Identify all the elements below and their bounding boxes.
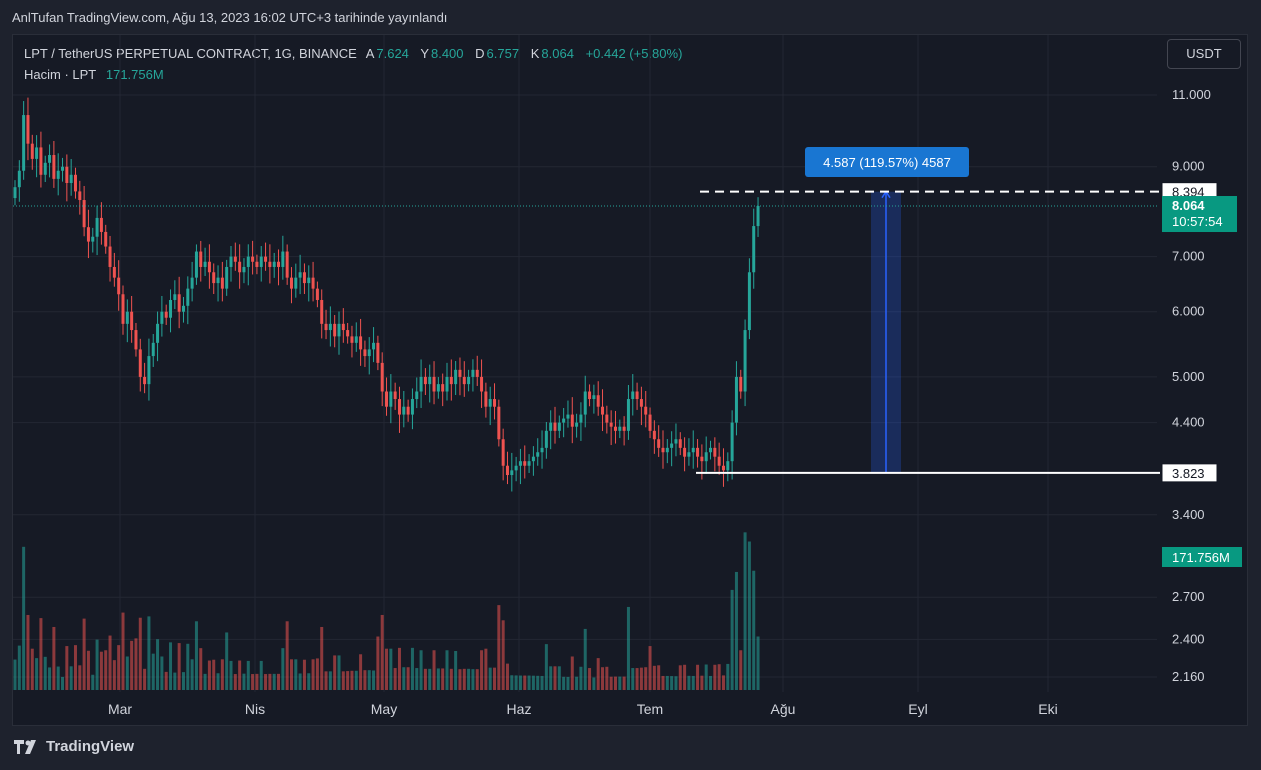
- low-value: 6.757: [486, 46, 520, 61]
- close-key: K: [530, 46, 540, 61]
- tradingview-logo[interactable]: TradingView: [14, 738, 134, 755]
- publish-caption: AnlTufan TradingView.com, Ağu 13, 2023 1…: [12, 10, 448, 25]
- currency-button[interactable]: USDT: [1167, 39, 1241, 69]
- tradingview-brand: TradingView: [46, 738, 135, 755]
- symbol-title[interactable]: LPT / TetherUS PERPETUAL CONTRACT, 1G, B…: [24, 46, 357, 61]
- low-key: D: [475, 46, 485, 61]
- symbol-legend: LPT / TetherUS PERPETUAL CONTRACT, 1G, B…: [24, 46, 690, 61]
- close-value: 8.064: [541, 46, 574, 61]
- change-value: +0.442 (+5.80%): [585, 46, 683, 61]
- chart-panel[interactable]: [12, 34, 1248, 726]
- volume-label[interactable]: Hacim · LPT: [24, 67, 97, 82]
- tradingview-logo-icon: [14, 739, 36, 754]
- high-key: Y: [420, 46, 429, 61]
- high-value: 8.400: [430, 46, 464, 61]
- open-key: A: [365, 46, 375, 61]
- open-value: 7.624: [376, 46, 409, 61]
- volume-value: 171.756M: [105, 67, 164, 82]
- volume-legend: Hacim · LPT 171.756M: [24, 67, 166, 82]
